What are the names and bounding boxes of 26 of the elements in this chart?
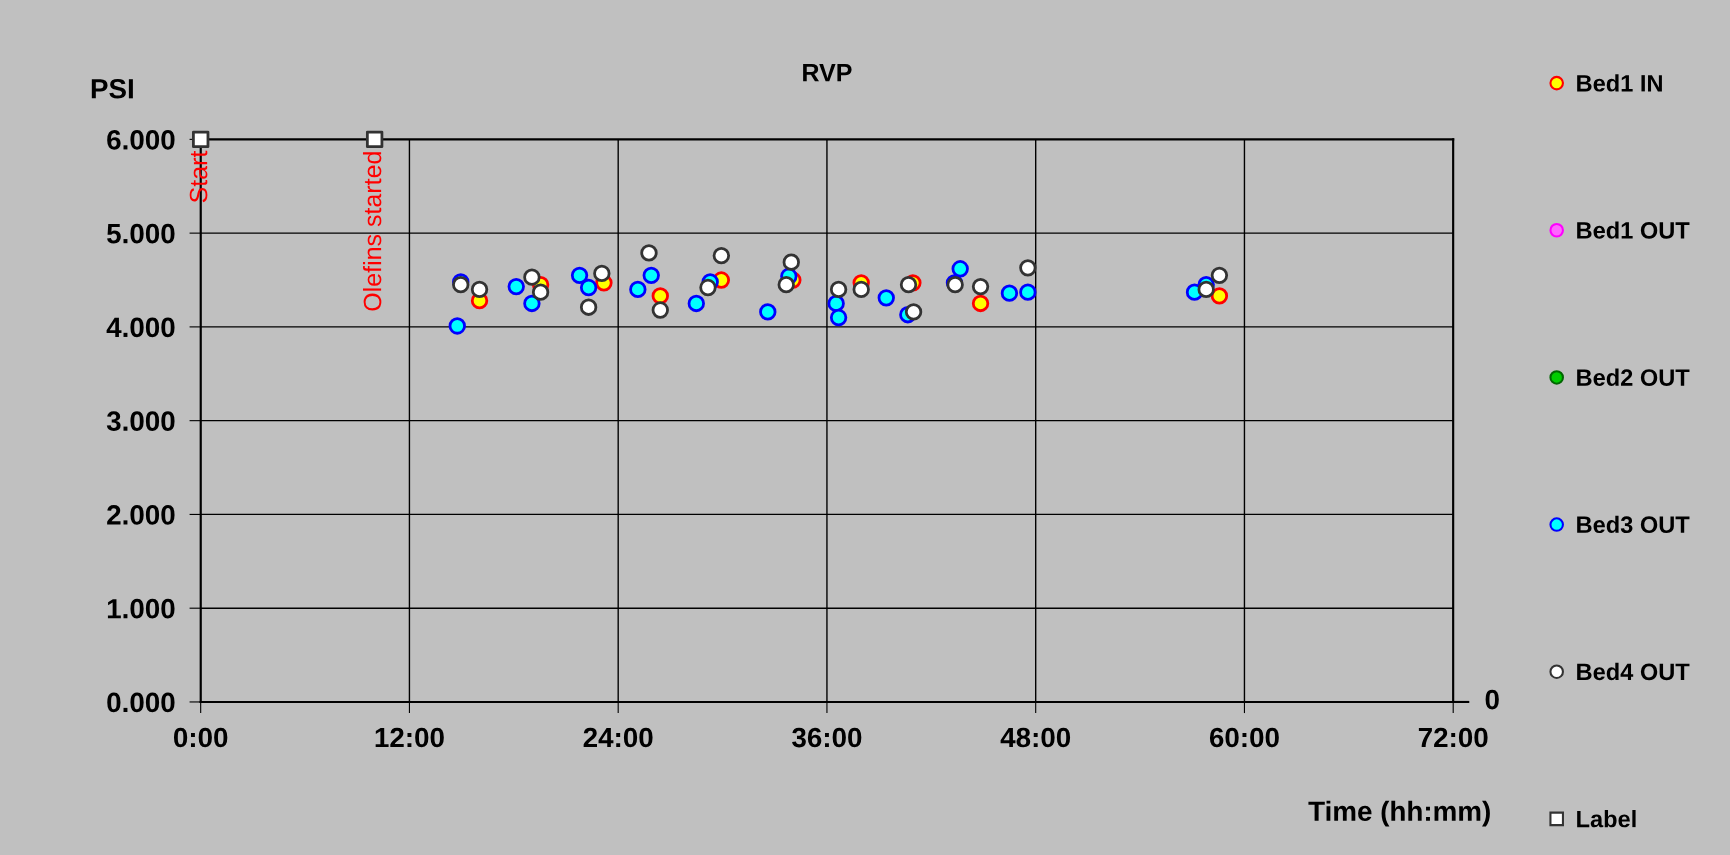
x-tick-label: 24:00 [583,727,653,748]
y-tick-label: 1.000 [107,598,175,619]
x-axis-title: Time (hh:mm) [1308,800,1490,827]
x-tick-label: 72:00 [1418,727,1488,748]
legend-label: Bed4 OUT [1577,662,1690,681]
y-axis-title: PSI [91,78,133,99]
x-tick-label: 60:00 [1209,727,1279,748]
y-tick-label: 4.000 [106,317,175,338]
y-tick-label: 2.000 [107,505,175,525]
y-tick-label: 0.000 [107,692,175,713]
x-tick-label: 48:00 [1000,727,1071,748]
chart-title: RVP [803,64,852,82]
legend-label: Label [1577,810,1636,828]
x-tick-label: 0:00 [173,727,228,748]
y-tick-label: 3.000 [106,411,175,432]
data-label: Start [189,150,208,203]
data-label: Olefins started [362,152,382,311]
legend-label: Bed1 IN [1577,74,1662,92]
legend-label: Bed1 OUT [1577,221,1690,239]
x-tick-label: 36:00 [792,727,862,748]
x-tick-label: 12:00 [375,727,444,748]
text: 0 [1485,689,1499,710]
legend-label: Bed3 OUT [1577,515,1690,534]
y-tick-label: 5.000 [107,223,175,244]
y-tick-label: 6.000 [107,130,175,150]
legend-label: Bed2 OUT [1577,368,1690,386]
